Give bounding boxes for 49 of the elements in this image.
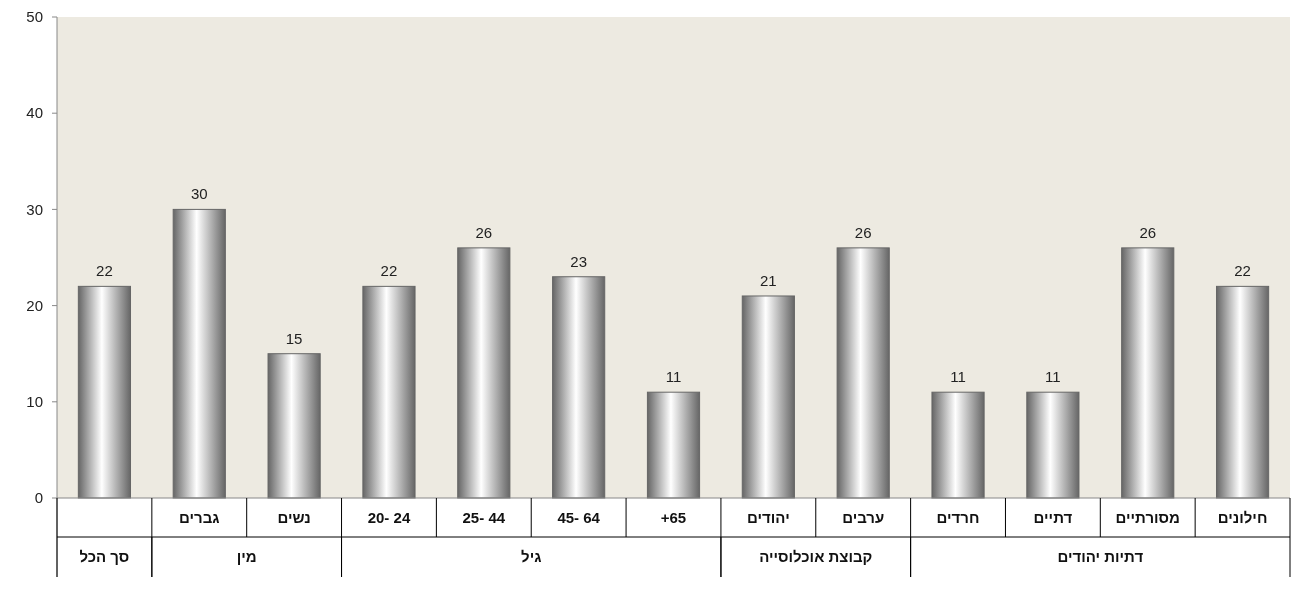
bar	[741, 295, 795, 499]
x-tick-label: ערבים	[842, 508, 885, 526]
bar	[552, 276, 606, 499]
y-tick-label: 20	[26, 296, 43, 314]
data-label: 23	[570, 252, 587, 270]
text: דתיות יהודים	[1057, 548, 1144, 566]
data-label: 26	[1139, 223, 1157, 241]
data-label: 11	[950, 368, 966, 386]
x-tick-label: 45- 64	[557, 508, 601, 526]
data-label: 22	[96, 262, 113, 280]
text: גיל	[521, 548, 542, 566]
data-label: 15	[285, 329, 303, 347]
y-tick-label: 10	[26, 393, 43, 411]
bar	[172, 208, 226, 499]
text: קבוצת אוכלוסייה	[759, 548, 873, 566]
y-tick-label: 40	[26, 104, 43, 122]
data-label: 22	[380, 262, 398, 280]
x-tick-label: מסורתיים	[1115, 508, 1180, 526]
data-label: 30	[190, 185, 208, 203]
data-label: 26	[475, 223, 493, 241]
y-tick-label: 0	[34, 489, 43, 507]
x-tick-label: גברים	[179, 508, 220, 526]
data-label: 21	[760, 271, 777, 289]
data-label: 26	[854, 223, 872, 241]
bar	[836, 247, 890, 499]
y-tick-label: 50	[26, 8, 43, 26]
bar	[362, 285, 416, 499]
text: מין	[236, 548, 257, 566]
x-tick-label: נשים	[277, 508, 311, 526]
bar	[267, 353, 321, 499]
bar	[1026, 391, 1080, 499]
x-tick-label: יהודים	[747, 508, 790, 526]
bar	[457, 247, 511, 499]
y-tick-label: 30	[26, 200, 43, 218]
bar	[77, 285, 132, 499]
data-label: 22	[1234, 262, 1251, 280]
bar	[931, 391, 985, 499]
x-tick-label: חרדים	[936, 508, 980, 526]
x-tick-label: +65	[660, 508, 687, 526]
x-tick-label: 20- 24	[367, 508, 411, 526]
text: סך הכל	[79, 548, 130, 566]
x-tick-label: 25- 44	[462, 508, 506, 526]
bar	[1121, 247, 1175, 499]
data-label: 11	[665, 368, 682, 386]
x-tick-label: דתיים	[1033, 508, 1073, 526]
data-label: 11	[1045, 368, 1061, 386]
bar	[1215, 285, 1270, 499]
x-tick-label: חילונים	[1217, 508, 1268, 526]
bar	[646, 391, 701, 499]
